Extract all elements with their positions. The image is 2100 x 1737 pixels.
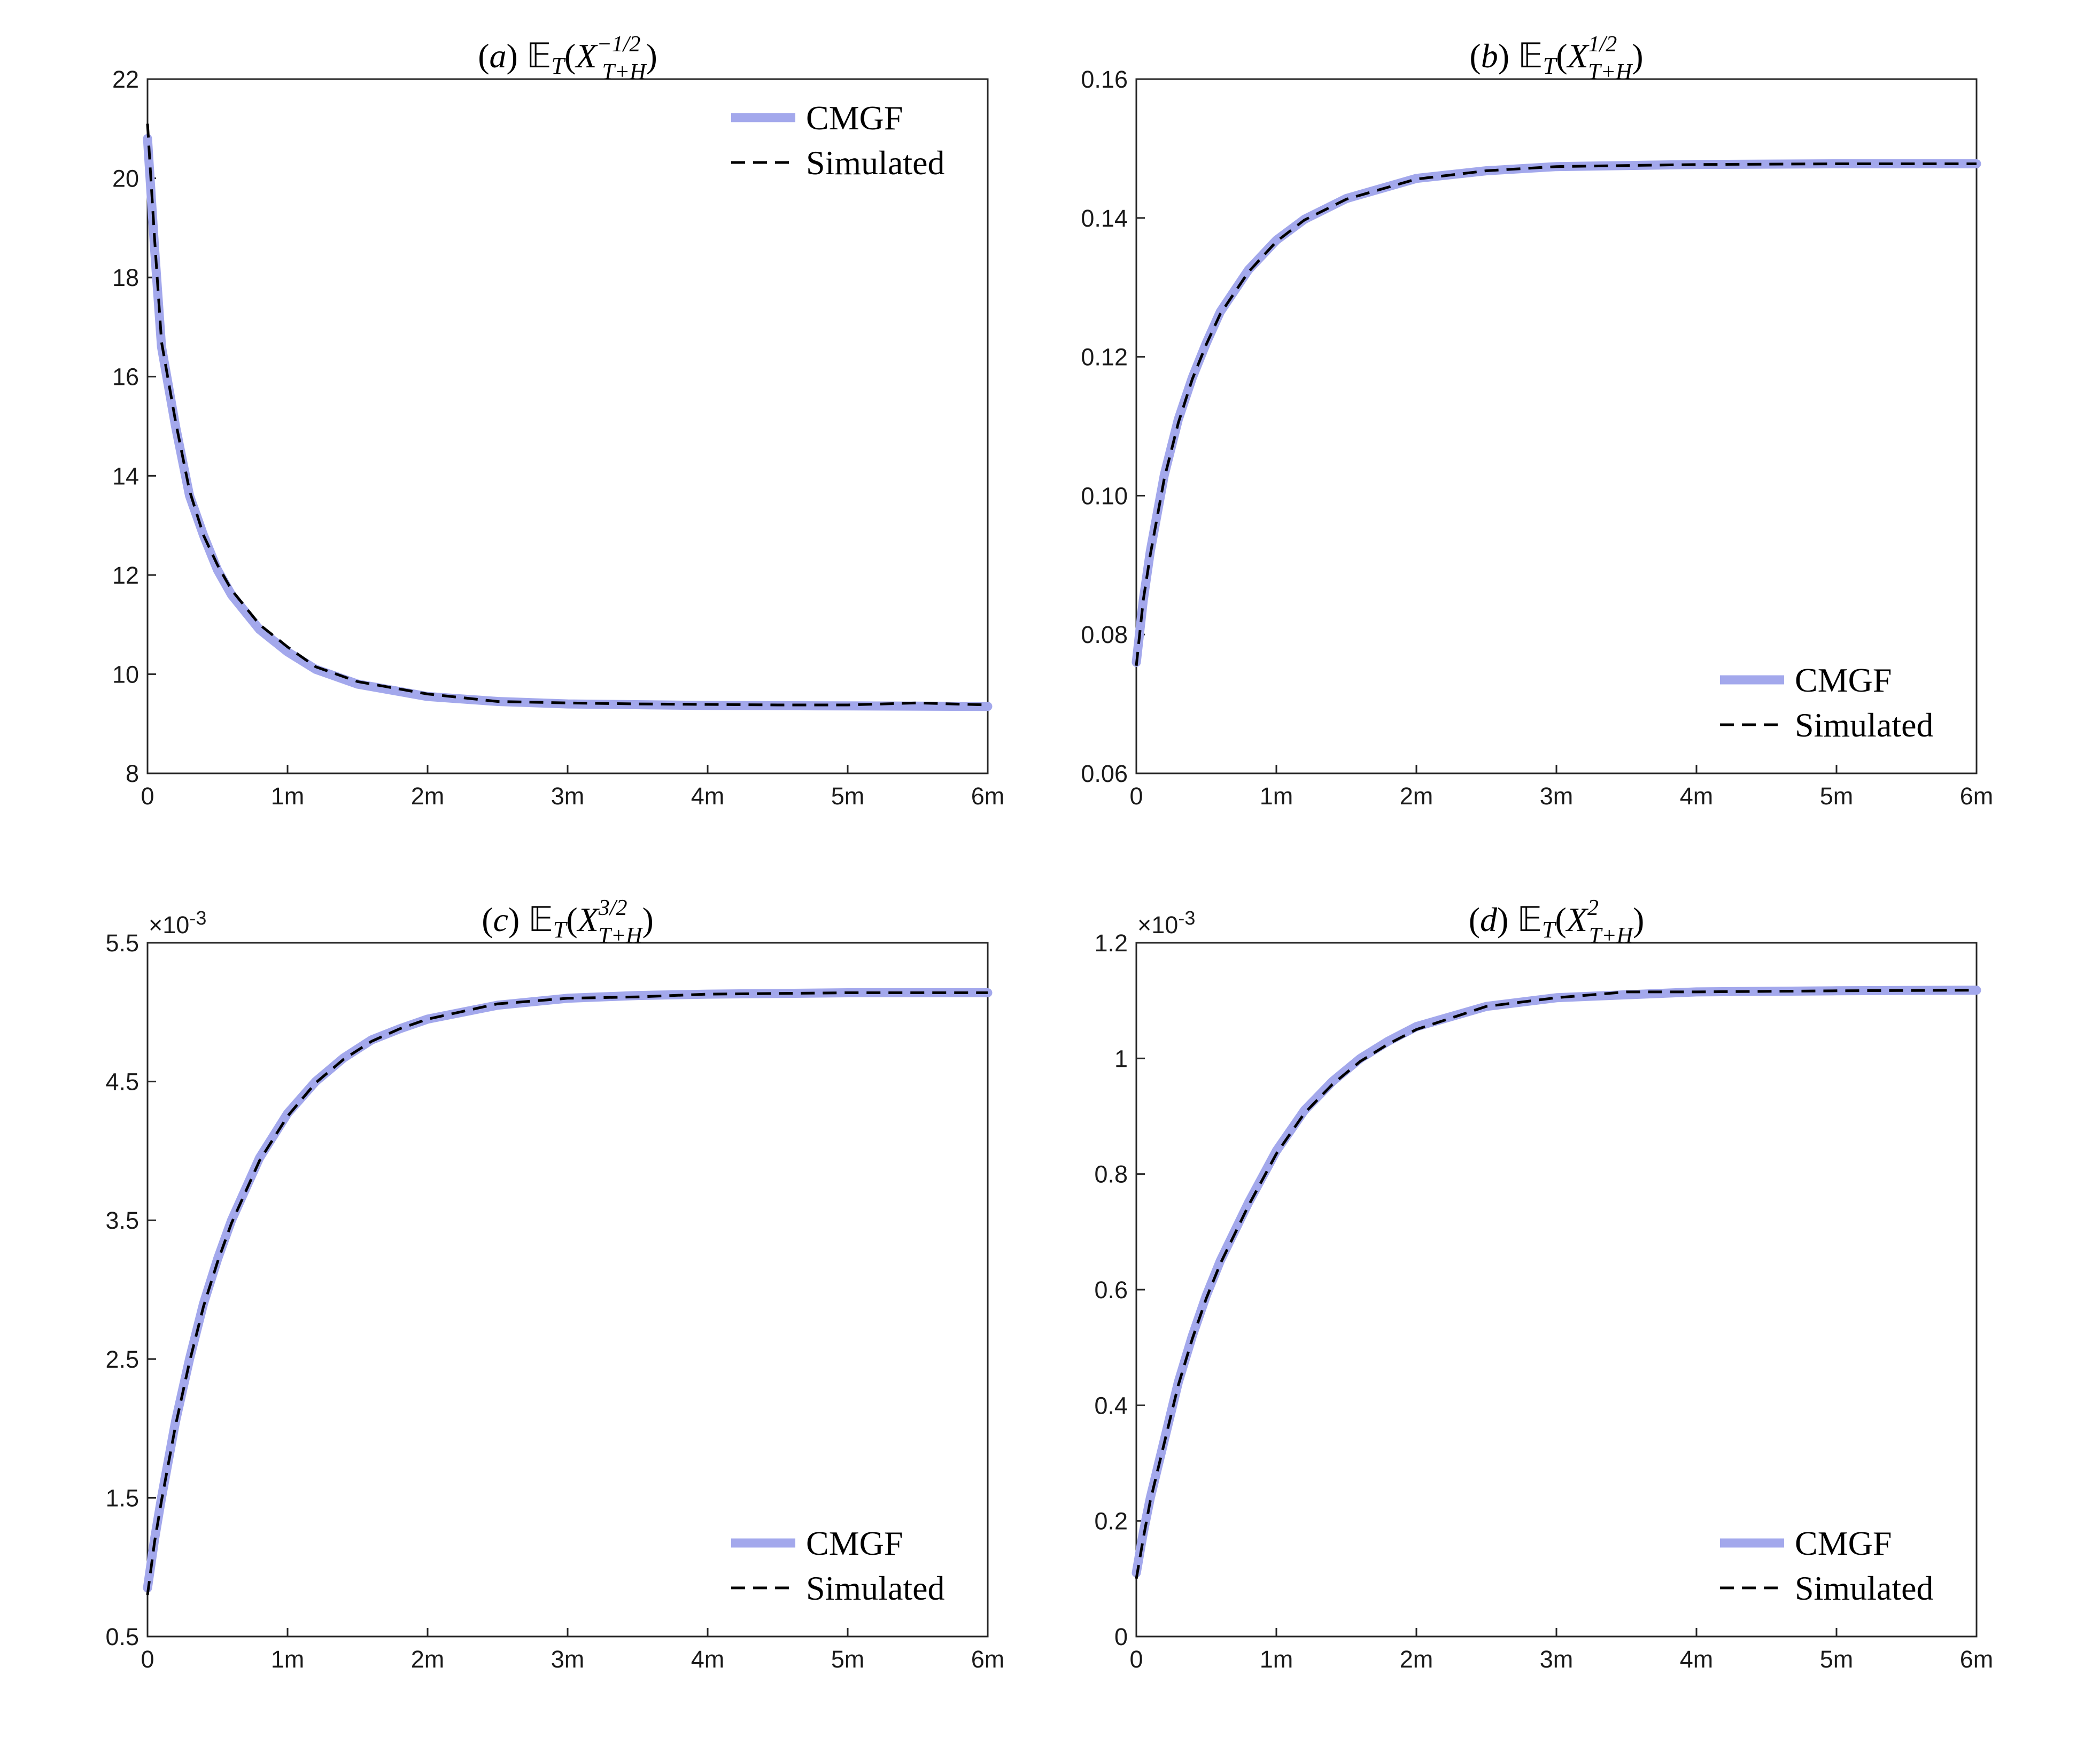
x-tick-label: 0 [1129,782,1143,810]
y-tick-label: 20 [112,165,139,192]
x-tick-label: 1m [1260,1646,1293,1673]
legend-label-cmgf: CMGF [1795,1524,1892,1562]
x-tick-label: 2m [411,782,445,810]
y-exponent-label: ×10-3 [149,907,206,939]
y-tick-label: 0.16 [1081,66,1128,93]
y-tick-label: 2.5 [105,1346,139,1373]
panel-d: (d) 𝔼T(X2 T+H) 0 1m 2m 3m 4m 5m 6m 0 0.2 0.4 0.6 0.8 1… [1094,896,1993,1673]
x-tick-label: 1m [271,782,305,810]
x-tick-label: 0 [1129,1646,1143,1673]
x-tick-label: 0 [141,782,154,810]
x-tick-label: 3m [1540,1646,1574,1673]
title-exponent: 1/2 [1588,32,1617,57]
x-tick-label: 6m [1960,1646,1994,1673]
y-tick-label: 14 [112,462,139,490]
x-tick-label: 4m [691,1646,725,1673]
x-tick-label: 2m [1400,782,1433,810]
y-tick-label: 1.5 [105,1484,139,1511]
panel-a: (a) 𝔼T(X−1/2 T+H) 0 1m 2m 3m 4m 5m 6m 8 10 12 14 16 18… [112,32,1004,810]
y-tick-label: 10 [112,661,139,688]
legend: CMGF Simulated [1720,1524,1934,1607]
x-tick-label: 3m [551,782,585,810]
legend-label-simulated: Simulated [806,144,945,182]
y-tick-label: 0 [1114,1623,1128,1650]
x-tick-label: 5m [1820,1646,1854,1673]
y-tick-label: 18 [112,264,139,291]
panel-c: (c) 𝔼T(X3/2 T+H) 0 1m 2m 3m 4m 5m 6m 0.5 1.5 2.5 3.5… [105,896,1004,1673]
legend-label-simulated: Simulated [806,1569,945,1607]
y-tick-label: 12 [112,562,139,589]
axes-box [146,942,989,1638]
x-tick-label: 3m [551,1646,585,1673]
y-tick-label: 5.5 [105,929,139,957]
y-tick-label: 0.06 [1081,760,1128,787]
x-tick-label: 6m [971,1646,1005,1673]
y-tick-label: 0.2 [1094,1508,1128,1535]
title-exponent: 2 [1587,896,1599,920]
y-tick-label: 0.08 [1081,621,1128,648]
x-tick-label: 5m [831,1646,865,1673]
y-tick-label: 1 [1114,1045,1128,1072]
legend-label-cmgf: CMGF [1795,661,1892,699]
y-tick-label: 16 [112,363,139,391]
x-tick-label: 4m [1680,1646,1714,1673]
y-tick-label: 0.8 [1094,1161,1128,1188]
y-tick-label: 0.5 [105,1623,139,1650]
x-tick-label: 0 [141,1646,154,1673]
legend: CMGF Simulated [731,99,945,182]
title-exponent: 3/2 [598,896,627,920]
y-tick-label: 3.5 [105,1207,139,1234]
axes-box [1135,78,1978,774]
x-tick-label: 4m [1680,782,1714,810]
y-tick-label: 0.12 [1081,344,1128,371]
y-tick-label: 4.5 [105,1068,139,1096]
x-tick-label: 1m [271,1646,305,1673]
y-tick-label: 0.6 [1094,1276,1128,1304]
x-tick-label: 1m [1260,782,1293,810]
axes-box [1135,942,1978,1638]
y-tick-label: 8 [126,760,139,787]
panel-title: (c) 𝔼T(X3/2 T+H) [482,896,654,948]
legend-label-cmgf: CMGF [806,99,903,137]
series-line-simulated [1135,989,1977,1579]
x-tick-label: 6m [1960,782,1994,810]
axes-box [146,78,989,774]
panel-title: (d) 𝔼T(X2 T+H) [1469,896,1645,948]
title-exponent: −1/2 [596,32,640,57]
legend-label-cmgf: CMGF [806,1524,903,1562]
x-tick-label: 6m [971,782,1005,810]
y-exponent-label: ×10-3 [1137,907,1195,939]
series-line-simulated [146,991,988,1595]
y-tick-label: 0.14 [1081,205,1128,232]
x-tick-label: 5m [1820,782,1854,810]
legend: CMGF Simulated [1720,661,1934,744]
x-tick-label: 3m [1540,782,1574,810]
panel-title: (a) 𝔼T(X−1/2 T+H) [478,32,657,84]
x-tick-label: 2m [411,1646,445,1673]
y-tick-label: 1.2 [1094,929,1128,957]
y-tick-label: 22 [112,66,139,93]
x-tick-label: 2m [1400,1646,1433,1673]
x-tick-label: 4m [691,782,725,810]
series-line-simulated [1135,162,1977,666]
legend-label-simulated: Simulated [1795,706,1934,744]
panel-b: (b) 𝔼T(X1/2 T+H) 0 1m 2m 3m 4m 5m 6m 0.06 0.08 0.10… [1081,32,1993,810]
y-tick-label: 0.4 [1094,1392,1128,1419]
series-line-simulated [146,123,988,707]
y-tick-label: 0.10 [1081,482,1128,509]
x-tick-label: 5m [831,782,865,810]
panel-title: (b) 𝔼T(X1/2 T+H) [1469,32,1643,84]
legend: CMGF Simulated [731,1524,945,1607]
legend-label-simulated: Simulated [1795,1569,1934,1607]
